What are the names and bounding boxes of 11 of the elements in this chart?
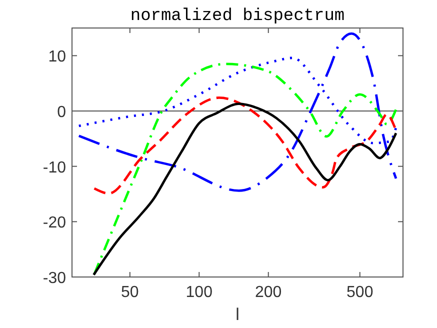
- y-tick-label: 0: [57, 104, 66, 121]
- x-tick-label: 200: [255, 284, 282, 301]
- x-tick-label: 500: [346, 284, 374, 301]
- x-tick-label: 100: [186, 284, 213, 301]
- x-axis-title: l: [236, 305, 240, 324]
- x-tick-label: 50: [121, 284, 139, 301]
- y-tick-label: -30: [42, 270, 66, 287]
- y-tick-label: -10: [42, 159, 66, 176]
- y-tick-label: -20: [42, 214, 66, 232]
- chart-title: normalized bispectrum: [130, 7, 345, 26]
- y-tick-label: 10: [48, 48, 66, 66]
